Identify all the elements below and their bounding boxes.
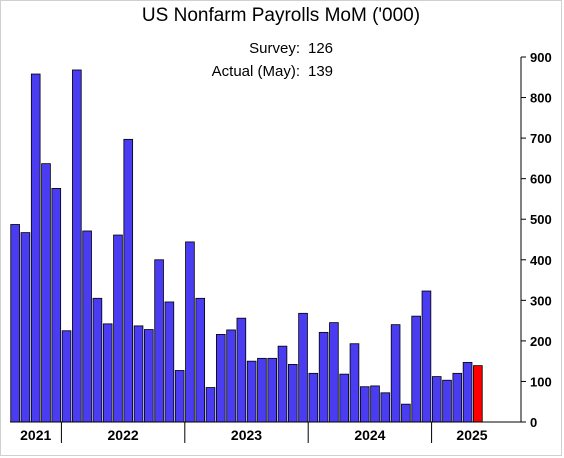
bar (236, 317, 247, 423)
bar (401, 403, 411, 423)
bar (226, 329, 236, 423)
bar (390, 324, 401, 423)
bar (277, 345, 288, 423)
bar (123, 138, 134, 423)
bar (411, 315, 421, 423)
bar (462, 361, 473, 423)
bar (82, 230, 92, 423)
year-label: 2022 (108, 427, 139, 443)
bar (452, 372, 463, 423)
bar (92, 297, 103, 423)
bar (113, 234, 123, 423)
bar (185, 241, 195, 423)
bar (51, 187, 62, 423)
bar (164, 301, 175, 423)
bar (442, 379, 452, 423)
y-tick-label: 800 (530, 91, 552, 106)
bar (195, 297, 206, 423)
y-tick-label: 700 (530, 131, 552, 146)
bar (72, 69, 82, 423)
y-tick-label: 900 (530, 50, 552, 65)
bar (308, 372, 319, 423)
year-label: 2021 (20, 427, 51, 443)
annotation-label: Actual (May): (212, 63, 300, 80)
year-label: 2024 (354, 427, 385, 443)
annotation-label: Survey: (249, 40, 300, 57)
bar (287, 364, 298, 423)
bar (318, 331, 329, 423)
y-tick-label: 100 (530, 374, 552, 389)
y-tick-label: 400 (530, 253, 552, 268)
year-label: 2023 (231, 427, 262, 443)
bar (246, 360, 257, 423)
bar (339, 373, 349, 423)
chart-title: US Nonfarm Payrolls MoM ('000) (141, 5, 421, 26)
bar (102, 323, 113, 423)
bar (154, 259, 164, 423)
y-tick-label: 0 (530, 415, 537, 430)
bar (380, 392, 391, 423)
bar (61, 330, 72, 423)
bar (298, 312, 308, 423)
bar (370, 385, 380, 423)
bar (359, 386, 370, 423)
year-label: 2025 (456, 427, 487, 443)
bar (174, 370, 185, 423)
annotation-value: 139 (308, 63, 333, 80)
bar (41, 163, 51, 423)
bar (144, 329, 154, 423)
bar (10, 224, 20, 423)
bar (267, 357, 278, 423)
bar (329, 322, 339, 423)
bar (30, 73, 41, 423)
bar (431, 376, 442, 423)
bar (133, 325, 144, 423)
bar (257, 357, 267, 423)
bar-latest (473, 365, 483, 423)
y-tick-label: 300 (530, 293, 552, 308)
bar (20, 232, 31, 423)
y-tick-label: 200 (530, 334, 552, 349)
annotation-value: 126 (308, 40, 333, 57)
y-tick-label: 600 (530, 172, 552, 187)
bar (215, 333, 226, 423)
bar (349, 343, 360, 423)
bar (421, 290, 432, 423)
y-tick-label: 500 (530, 212, 552, 227)
bar (205, 387, 216, 423)
